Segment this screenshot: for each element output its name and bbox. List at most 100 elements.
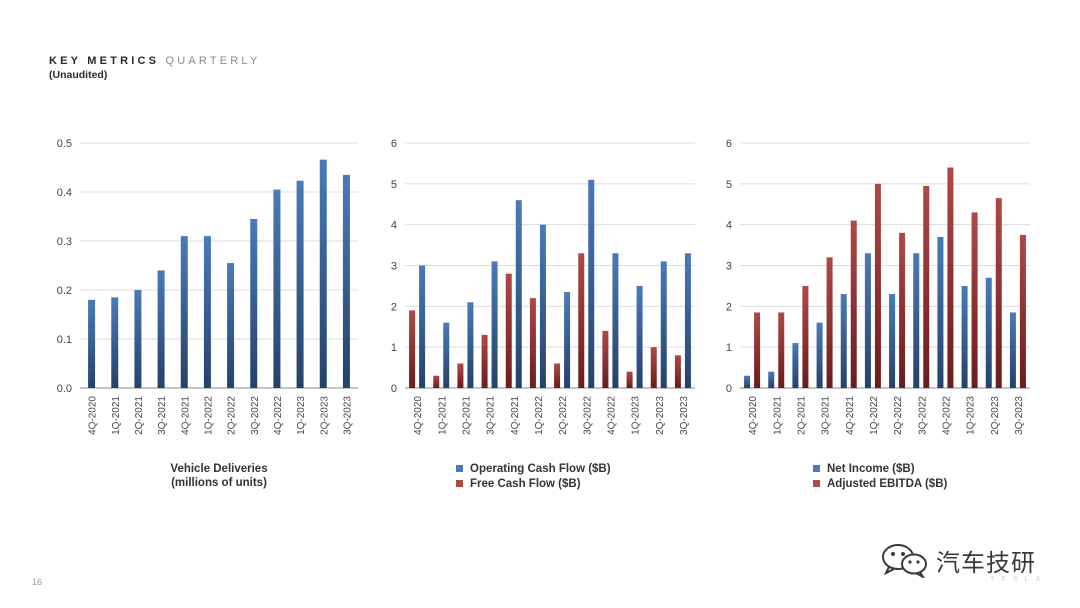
x-tick-label: 1Q-2021 [437,396,448,435]
y-tick-label: 1 [726,342,732,354]
y-tick-label: 2 [726,301,732,313]
watermark-text: 汽车技研 [936,548,1036,577]
bar [802,285,809,388]
bar [409,310,416,388]
y-tick-label: 0.0 [57,383,72,395]
bar [564,292,571,388]
y-tick-label: 3 [726,261,732,273]
page-number: 16 [32,577,43,587]
y-tick-label: 0.3 [57,236,72,248]
legend-label: Free Cash Flow ($B) [470,478,581,490]
x-tick-label: 2Q-2021 [134,396,145,435]
bar [874,183,881,388]
y-tick-label: 2 [391,301,397,313]
bar [505,273,512,388]
x-tick-label: 4Q-2021 [845,396,856,435]
bar [481,334,488,388]
x-tick-label: 1Q-2022 [534,396,545,435]
x-tick-label: 4Q-2022 [941,396,952,435]
x-tick-label: 3Q-2022 [917,396,928,435]
x-tick-label: 3Q-2021 [157,396,168,435]
y-tick-label: 1 [391,342,397,354]
bar [864,253,871,388]
bar [554,363,561,388]
bar [684,253,691,388]
bar [296,180,304,388]
x-tick-label: 3Q-2021 [486,396,497,435]
x-tick-label: 2Q-2021 [461,396,472,435]
bar [134,290,142,388]
x-tick-label: 4Q-2020 [88,396,99,435]
x-tick-label: 1Q-2023 [631,396,642,435]
x-tick-label: 4Q-2022 [606,396,617,435]
x-tick-label: 1Q-2022 [869,396,880,435]
x-tick-label: 2Q-2023 [655,396,666,435]
bar [889,294,896,388]
page-subtitle: (Unaudited) [49,69,108,81]
legend-swatch [813,480,820,487]
legend-swatch [456,465,463,472]
bar [792,343,799,388]
bar [899,232,906,388]
bar [674,355,681,388]
bar [203,236,211,388]
x-tick-label: 3Q-2022 [582,396,593,435]
bar [985,277,992,388]
bar [937,236,944,388]
page-title: KEY METRICS QUARTERLY [49,55,260,67]
bar [768,371,775,388]
bar [961,285,968,388]
bar [626,371,633,388]
x-tick-label: 2Q-2022 [558,396,569,435]
bar [1009,312,1016,388]
bar [778,312,785,388]
x-axis-label: Vehicle Deliveries [170,463,267,475]
bar [636,285,643,388]
y-tick-label: 0.5 [57,138,72,150]
y-tick-label: 0.2 [57,285,72,297]
x-tick-label: 3Q-2023 [679,396,690,435]
x-tick-label: 4Q-2021 [180,396,191,435]
bar [227,263,235,388]
bar [319,159,327,388]
bar [1019,234,1026,388]
bar [995,198,1002,388]
y-tick-label: 0 [726,383,732,395]
legend-swatch [456,480,463,487]
y-tick-label: 3 [391,261,397,273]
bar [840,294,847,388]
header: KEY METRICS QUARTERLY (Unaudited) [49,55,260,81]
legend-swatch [813,465,820,472]
bar [250,218,258,388]
bar [660,261,667,388]
watermark: 汽车技研 [880,542,1036,578]
x-tick-label: 1Q-2023 [966,396,977,435]
y-tick-label: 0 [391,383,397,395]
y-tick-label: 0.4 [57,187,72,199]
y-tick-label: 0.1 [57,334,72,346]
title-light: QUARTERLY [165,55,261,67]
bar [467,302,474,388]
y-tick-label: 6 [726,138,732,150]
bar [754,312,761,388]
x-tick-label: 2Q-2022 [227,396,238,435]
bar [88,299,96,388]
x-tick-label: 4Q-2022 [273,396,284,435]
bar [491,261,498,388]
wechat-icon [882,544,927,578]
bar [157,270,165,388]
y-tick-label: 4 [726,220,732,232]
legend-label: Adjusted EBITDA ($B) [827,478,947,490]
bar [612,253,619,388]
bar [457,363,464,388]
bar [744,375,751,388]
x-tick-label: 3Q-2021 [821,396,832,435]
y-tick-label: 5 [391,179,397,191]
x-tick-label: 4Q-2020 [748,396,759,435]
bar [539,224,546,388]
bar [913,253,920,388]
x-tick-label: 3Q-2022 [250,396,261,435]
x-tick-label: 4Q-2021 [510,396,521,435]
bar [588,179,595,388]
